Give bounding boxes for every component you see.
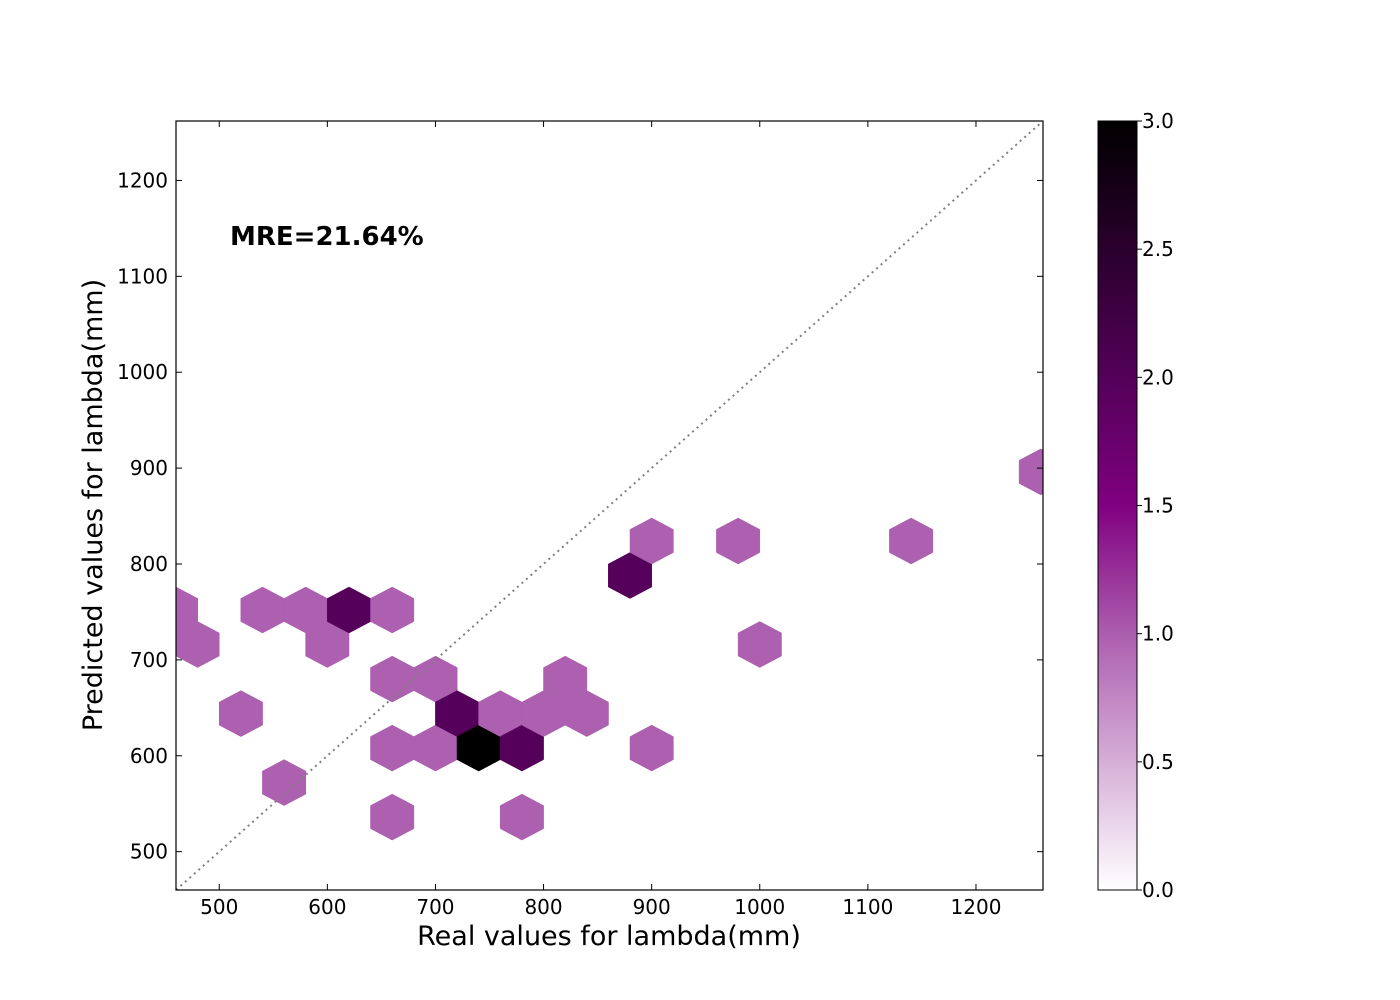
colorbar-tick-label: 0.5 <box>1142 750 1174 774</box>
annotation-mre: MRE=21.64% <box>230 222 424 252</box>
hexbin-cell <box>370 586 415 634</box>
x-tick-label: 1200 <box>951 895 1002 919</box>
hexbin-cell <box>737 621 782 668</box>
hexbin-cell <box>889 517 934 565</box>
y-tick-label: 1200 <box>117 168 168 192</box>
colorbar: 0.0 0.5 1.0 1.5 2.0 2.5 3.0 <box>1097 109 1174 902</box>
colorbar-ticks: 0.0 0.5 1.0 1.5 2.0 2.5 3.0 <box>1137 109 1174 902</box>
x-tick-label: 800 <box>524 895 562 919</box>
y-axis-ticks: 500 600 700 800 900 1000 1100 1200 <box>117 168 1043 864</box>
hexbin-cell <box>716 517 761 565</box>
hexbin-cells <box>176 448 1043 841</box>
hexbin-cell <box>218 690 263 737</box>
hexbin-cell <box>499 793 544 841</box>
y-tick-label: 700 <box>130 648 168 672</box>
hexbin-cell <box>370 655 415 703</box>
x-axis-label: Real values for lambda(mm) <box>417 921 801 952</box>
x-tick-label: 1100 <box>842 895 893 919</box>
colorbar-tick-label: 3.0 <box>1142 109 1174 133</box>
hexbin-cell <box>370 793 415 841</box>
y-tick-label: 800 <box>130 552 168 576</box>
hexbin-cell <box>262 759 307 806</box>
hexbin-cell <box>240 586 285 634</box>
x-tick-label: 500 <box>200 895 238 919</box>
identity-reference-line <box>176 121 1043 890</box>
hexbin-cell <box>176 621 220 668</box>
hexbin-cell <box>564 690 609 737</box>
hexbin-cell <box>370 724 415 772</box>
y-tick-label: 1000 <box>117 360 168 384</box>
y-tick-label: 500 <box>130 840 168 864</box>
y-axis-label: Predicted values for lambda(mm) <box>78 279 109 731</box>
hexbin-cell <box>629 724 674 772</box>
hexbin-cell <box>1018 448 1043 496</box>
colorbar-tick-label: 2.0 <box>1142 365 1174 389</box>
colorbar-tick-label: 1.0 <box>1142 622 1174 646</box>
plot-frame <box>175 120 1044 891</box>
y-tick-label: 900 <box>130 456 168 480</box>
y-tick-label: 1100 <box>117 264 168 288</box>
colorbar-tick-label: 1.5 <box>1142 494 1174 518</box>
x-tick-label: 1000 <box>734 895 785 919</box>
x-axis-ticks: 500 600 700 800 900 1000 1100 1200 <box>200 121 1001 919</box>
y-tick-label: 600 <box>130 744 168 768</box>
hexbin-cell <box>629 517 674 565</box>
colorbar-tick-label: 2.5 <box>1142 237 1174 261</box>
x-tick-label: 600 <box>308 895 346 919</box>
colorbar-tick-label: 0.0 <box>1142 878 1174 902</box>
x-tick-label: 900 <box>633 895 671 919</box>
colorbar-gradient <box>1097 120 1138 891</box>
hexbin-cell <box>176 586 198 634</box>
x-tick-label: 700 <box>416 895 454 919</box>
